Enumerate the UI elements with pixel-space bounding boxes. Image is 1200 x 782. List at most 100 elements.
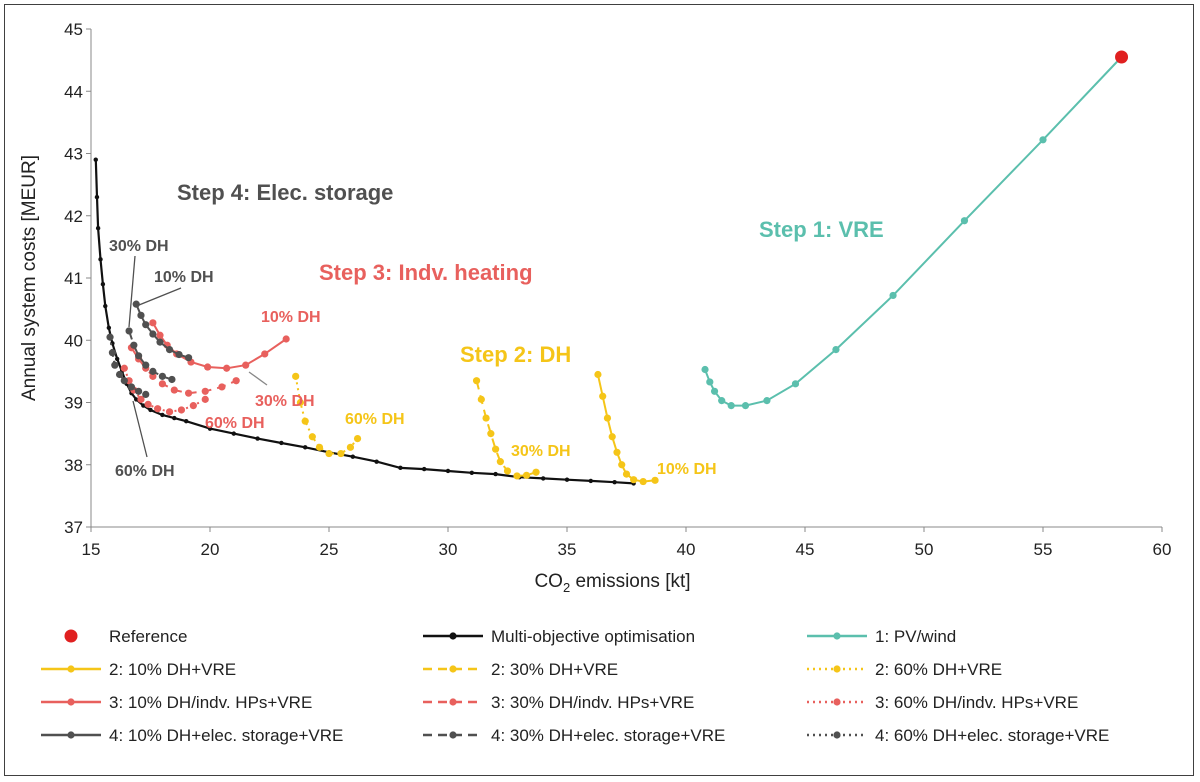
x-tick-label: 50 [915,540,934,559]
annotation-s2-10: 10% DH [657,461,717,478]
data-point [398,465,403,471]
data-point [170,386,178,394]
legend-item: 2: 60% DH+VRE [807,660,1002,679]
series-4-10-dh-elec-storage-vre [132,300,193,362]
data-point [106,325,112,330]
data-point [111,361,119,369]
annotation-leader [132,400,148,458]
y-tick-label: 38 [64,456,83,475]
annotation-leader [138,287,182,306]
data-point [496,458,504,466]
series-reference [1115,50,1129,64]
data-point [472,377,481,385]
data-point [149,367,157,375]
data-point [149,372,157,380]
y-tick-label: 39 [64,394,83,413]
y-tick-label: 44 [64,82,83,101]
series-line [475,380,537,478]
data-point [337,449,345,458]
data-point [588,478,593,484]
data-point [960,217,969,225]
data-point [135,352,143,360]
data-point [608,433,616,441]
data-point [165,345,174,354]
x-axis-title-sub: 2 [563,580,570,595]
x-tick-label: 15 [82,540,101,559]
legend-label: 3: 60% DH/indv. HPs+VRE [875,693,1078,712]
series-4-60-dh-elec-storage-vre [106,333,150,399]
x-tick-label: 20 [201,540,220,559]
data-point [308,433,316,441]
x-tick-label: 35 [558,540,577,559]
data-point [706,378,714,386]
data-point [184,354,193,362]
data-point [177,406,186,414]
annotation-step3: Step 3: Indv. heating [319,260,533,285]
data-point [889,291,897,300]
legend-label: 1: PV/wind [875,627,956,646]
data-point [613,448,621,456]
annotation-s3-60: 60% DH [205,415,265,432]
data-point [201,395,209,403]
y-tick-label: 41 [64,269,83,288]
data-point [763,397,771,405]
data-point [422,466,427,472]
axes: 15 20 25 30 35 40 45 50 55 60 37 38 39 40 41 42 43 44 45 CO… [19,20,1171,595]
data-point [106,333,114,341]
legend-label: 4: 60% DH+elec. storage+VRE [875,726,1109,745]
x-axis-title-main: CO [534,571,563,592]
legend-label: 3: 30% DH/indv. HPs+VRE [491,693,694,712]
data-point [165,408,174,416]
data-point [135,387,143,395]
y-tick-label: 40 [64,331,83,350]
annotation-s2-30: 30% DH [511,443,571,460]
data-point [134,397,139,402]
data-point [158,380,166,388]
data-point [149,330,157,338]
legend-swatch-marker [833,632,841,640]
data-point [445,468,451,474]
data-point [201,387,209,395]
data-point [718,397,726,405]
x-tick-label: 55 [1034,540,1053,559]
data-point [142,321,150,329]
series-line [94,159,634,485]
legend-item: Reference [64,627,187,646]
data-point [630,476,638,484]
legend-label: 2: 30% DH+VRE [491,660,618,679]
data-point [95,226,101,231]
data-point [149,319,157,327]
data-point [651,476,659,484]
annotation-s4-10: 10% DH [154,269,214,286]
data-point [303,445,308,450]
legend-item: 4: 30% DH+elec. storage+VRE [423,726,725,745]
data-point [353,435,362,443]
data-point [1039,136,1047,144]
legend-label: Reference [109,627,187,646]
legend-label: 4: 30% DH+elec. storage+VRE [491,726,725,745]
data-point [532,468,540,476]
legend-swatch-marker [449,632,457,640]
series-line [596,374,656,483]
y-tick-label: 43 [64,145,83,164]
legend-item: 2: 30% DH+VRE [423,660,618,679]
data-point [175,350,183,359]
x-tick-label: 40 [677,540,696,559]
data-point [114,356,120,362]
data-point [137,311,145,319]
data-point [350,454,355,459]
data-point [492,445,500,453]
legend-swatch [64,629,78,643]
data-point [469,470,474,476]
data-point [513,472,521,480]
data-point [125,327,133,335]
legend-swatch-marker [833,731,841,739]
data-point [172,415,177,421]
data-point [132,300,140,308]
data-point [156,338,164,346]
data-point [223,364,231,372]
data-point [148,407,153,413]
legend-item: 4: 10% DH+elec. storage+VRE [41,726,343,745]
data-point [618,461,626,469]
pareto-chart: 15 20 25 30 35 40 45 50 55 60 37 38 39 40 41 42 43 44 45 CO… [19,20,1171,745]
